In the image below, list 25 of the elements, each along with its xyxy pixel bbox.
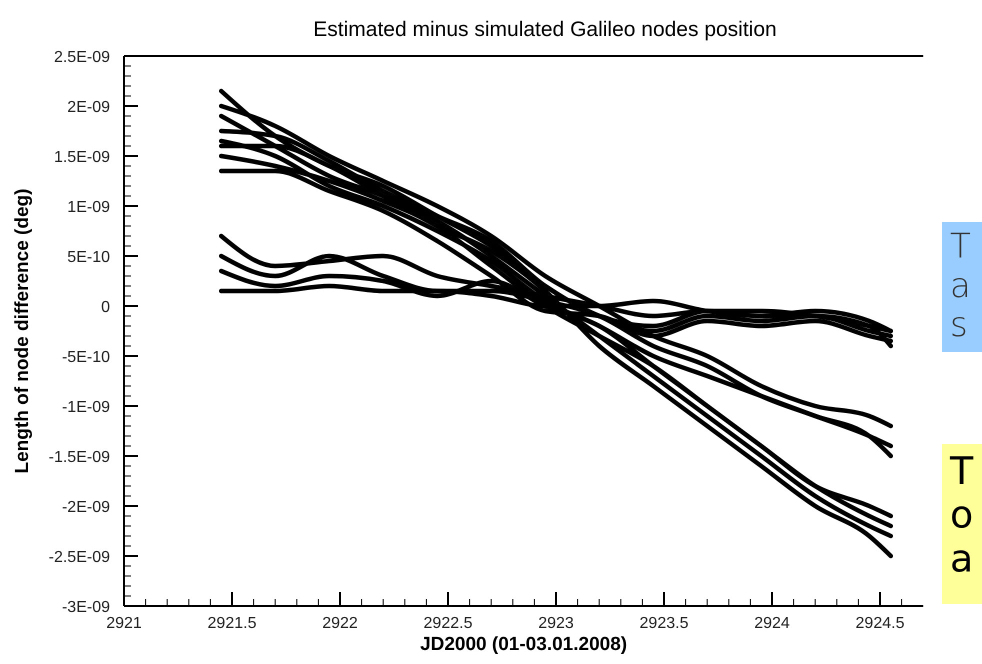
y-tick-label: 1E-09 xyxy=(67,199,110,216)
x-tick-label: 2921 xyxy=(106,615,142,632)
x-tick-label: 2922.5 xyxy=(424,615,473,632)
x-tick-label: 2922 xyxy=(322,615,358,632)
y-tick-label: -1E-09 xyxy=(62,399,110,416)
y-tick-label: -1.5E-09 xyxy=(48,449,110,466)
y-tick-label: 2.5E-09 xyxy=(54,49,110,66)
y-tick-label: 0 xyxy=(101,299,110,316)
y-tick-label: 2E-09 xyxy=(67,99,110,116)
chart-title: Estimated minus simulated Galileo nodes position xyxy=(313,18,777,41)
x-tick-label: 2921.5 xyxy=(208,615,257,632)
x-tick-label: 2924.5 xyxy=(856,615,905,632)
y-tick-label: 1.5E-09 xyxy=(54,149,110,166)
x-tick-label: 2924 xyxy=(754,615,790,632)
y-tick-label: -5E-10 xyxy=(62,349,110,366)
y-tick-label: -2E-09 xyxy=(62,499,110,516)
y-tick-label: -2.5E-09 xyxy=(48,549,110,566)
text: T a s xyxy=(950,226,971,345)
x-tick-label: 2923.5 xyxy=(640,615,689,632)
y-tick-label: -3E-09 xyxy=(62,599,110,616)
x-axis-title: JD2000 (01-03.01.2008) xyxy=(420,634,628,655)
y-axis-title: Length of node difference (deg) xyxy=(12,188,33,474)
y-tick-label: 5E-10 xyxy=(67,249,110,266)
x-tick-label: 2923 xyxy=(538,615,574,632)
text: T o a xyxy=(949,448,974,580)
